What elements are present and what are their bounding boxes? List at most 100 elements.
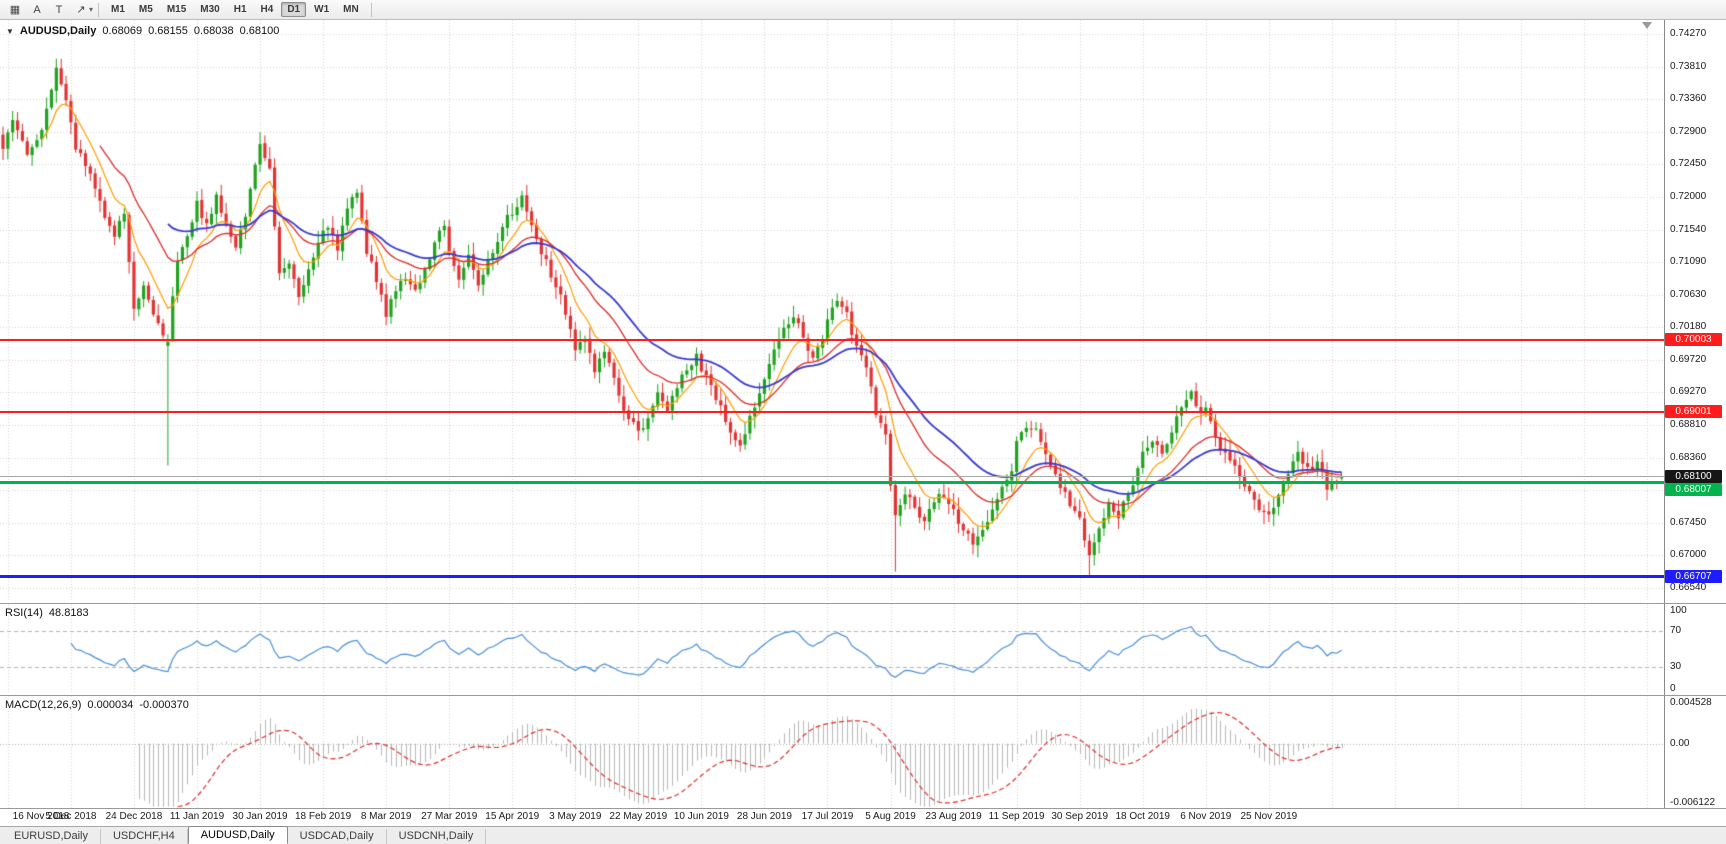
timeframe-button-mn[interactable]: MN [343, 4, 359, 15]
timeframe-button-h1[interactable]: H1 [233, 4, 247, 15]
date-tick-label: 25 Nov 2019 [1240, 811, 1298, 822]
date-tick-label: 27 Mar 2019 [421, 811, 478, 822]
pane-splitter-macd[interactable] [0, 695, 1726, 696]
macd-tick-label: -0.006122 [1670, 797, 1716, 808]
chart-tab-usdcad-daily[interactable]: USDCAD,Daily [288, 829, 387, 844]
date-tick-label: 28 Jun 2019 [736, 811, 792, 822]
timeframe-button-h4[interactable]: H4 [260, 4, 274, 15]
price-tick-label: 0.71090 [1670, 255, 1707, 267]
macd-value: 0.000034 [87, 699, 134, 711]
chart-symbol-header: ▼ AUDUSD,Daily 0.68069 0.68155 0.68038 0… [6, 25, 279, 37]
ohlc-high: 0.68155 [148, 25, 188, 37]
date-tick-label: 11 Jan 2019 [169, 811, 225, 822]
date-tick-label: 5 Aug 2019 [865, 811, 916, 822]
chart-tab-usdchf-h4[interactable]: USDCHF,H4 [101, 829, 188, 844]
symbol-dropdown-icon[interactable]: ▼ [6, 26, 14, 36]
price-tick-label: 0.73810 [1670, 60, 1707, 72]
date-tick-label: 22 May 2019 [609, 811, 668, 822]
rsi-value: 48.8183 [48, 607, 89, 619]
ohlc-low: 0.68038 [193, 25, 234, 37]
rsi-header: RSI(14) 48.8183 [5, 607, 89, 619]
timeframe-button-m5[interactable]: M5 [138, 4, 153, 15]
timeframe-button-d1[interactable]: D1 [281, 2, 307, 17]
cursor-a-icon[interactable]: A [33, 3, 41, 16]
price-tick-label: 0.70180 [1670, 321, 1707, 333]
toolbar-divider [370, 2, 372, 17]
timeframe-button-m30[interactable]: M30 [200, 4, 220, 15]
chart-tab-usdcnh-daily[interactable]: USDCNH,Daily [387, 829, 487, 844]
price-tick-label: 0.72900 [1670, 126, 1707, 138]
date-tick-label: 11 Sep 2019 [988, 811, 1045, 822]
rsi-tick-label: 30 [1670, 661, 1682, 672]
date-tick-label: 10 Jun 2019 [673, 811, 729, 822]
price-tick-label: 0.69720 [1670, 354, 1707, 366]
rsi-tick-label: 0 [1670, 683, 1676, 694]
price-badge-0.66707: 0.66707 [1665, 569, 1722, 583]
toolbar-divider [98, 2, 100, 17]
date-tick-label: 18 Oct 2019 [1115, 811, 1170, 822]
caret-down-icon[interactable]: ▾ [89, 5, 94, 14]
macd-signal-value: -0.000370 [139, 699, 189, 711]
price-scale-border [1664, 20, 1665, 826]
date-axis-separator [0, 808, 1726, 809]
toolbar-icons: ▦ A T ↗ [4, 1, 92, 19]
ohlc-open: 0.68069 [102, 25, 143, 37]
date-tick-label: 30 Sep 2019 [1051, 811, 1109, 822]
price-tick-label: 0.67450 [1670, 516, 1707, 528]
price-tick-label: 0.71540 [1670, 223, 1707, 235]
date-tick-label: 17 Jul 2019 [801, 811, 854, 822]
timeframe-button-w1[interactable]: W1 [314, 4, 330, 15]
date-tick-label: 8 Mar 2019 [360, 811, 412, 822]
price-badge-0.68007: 0.68007 [1665, 482, 1722, 496]
hline-0.69001[interactable] [0, 410, 1664, 413]
date-tick-label: 15 Apr 2019 [485, 811, 540, 822]
price-tick-label: 0.72000 [1670, 190, 1707, 202]
date-tick-label: 16 Nov 2018 [12, 811, 70, 822]
chart-tab-eurusd-daily[interactable]: EURUSD,Daily [2, 829, 101, 844]
chart-shift-icon [1642, 22, 1652, 29]
chart-grid-icon[interactable]: ▦ [9, 4, 21, 16]
toolbar: ▦ A T ↗ ▾ M1 M5 M15 M30 H1 H4 D1 W1 MN [0, 0, 1726, 20]
date-tick-label: 18 Feb 2019 [295, 811, 352, 822]
macd-header: MACD(12,26,9) 0.000034 -0.000370 [5, 699, 189, 711]
hline-0.70003[interactable] [0, 338, 1664, 341]
timeframe-button-m15[interactable]: M15 [166, 4, 187, 15]
date-tick-label: 24 Dec 2018 [105, 811, 163, 822]
chart-tab-audusd-daily[interactable]: AUDUSD,Daily [187, 826, 288, 844]
date-axis[interactable]: 16 Nov 2018 5 Dec 2018 24 Dec 2018 11 Jan 2… [0, 809, 1726, 826]
macd-name: MACD(12,26,9) [5, 699, 82, 711]
timeframe-bar: M1 M5 M15 M30 H1 H4 D1 W1 MN [104, 2, 366, 17]
price-tick-label: 0.67000 [1670, 549, 1707, 561]
price-badge-0.70003: 0.70003 [1665, 333, 1722, 347]
date-tick-label: 6 Nov 2019 [1180, 811, 1232, 822]
date-tick-label: 23 Aug 2019 [925, 811, 982, 822]
date-tick-label: 3 May 2019 [549, 811, 602, 822]
price-badge-0.69001: 0.69001 [1665, 405, 1722, 419]
price-tick-label: 0.73360 [1670, 93, 1707, 105]
price-tick-label: 0.69270 [1670, 386, 1707, 398]
price-tick-label: 0.68810 [1670, 419, 1707, 431]
rsi-name: RSI(14) [5, 607, 43, 619]
symbol-title: AUDUSD,Daily [19, 25, 97, 37]
rsi-tick-label: 70 [1670, 625, 1682, 636]
price-tick-label: 0.72450 [1670, 158, 1707, 170]
draw-objects-icon[interactable]: ↗ [76, 4, 86, 16]
chart-tabs-bar: EURUSD,Daily USDCHF,H4 AUDUSD,Daily USDCAD,… [0, 826, 1726, 844]
text-t-icon[interactable]: T [55, 3, 63, 16]
price-tick-label: 0.68360 [1670, 451, 1707, 463]
ohlc-close: 0.68100 [239, 25, 280, 37]
timeframe-button-m1[interactable]: M1 [111, 4, 125, 15]
macd-tick-label: 0.004528 [1670, 697, 1712, 708]
hline-0.66707[interactable] [0, 574, 1664, 578]
rsi-tick-label: 100 [1670, 605, 1687, 616]
date-tick-label: 5 Dec 2018 [45, 811, 97, 822]
hline-0.68007[interactable] [0, 481, 1664, 485]
price-tick-label: 0.70630 [1670, 288, 1707, 300]
date-tick-label: 30 Jan 2019 [232, 811, 288, 822]
macd-tick-label: 0.00 [1670, 737, 1690, 749]
pane-splitter-rsi[interactable] [0, 603, 1726, 604]
price-scale[interactable]: 0.74270 0.73810 0.73360 0.72900 0.72450 0.720… [1665, 20, 1726, 826]
price-tick-label: 0.74270 [1670, 27, 1707, 39]
